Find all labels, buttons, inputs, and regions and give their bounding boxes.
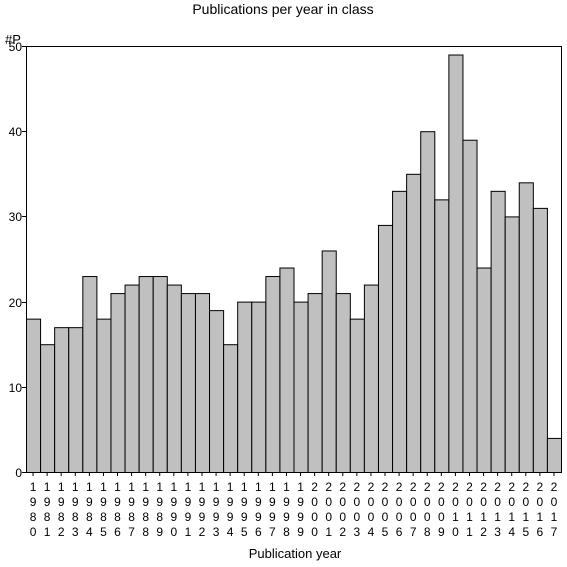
bar-2015: [518, 182, 534, 473]
bar-1989: [152, 276, 168, 474]
bar-2000: [307, 293, 323, 473]
bar-1993: [209, 310, 225, 473]
bar-2007: [406, 173, 422, 474]
bar-1994: [223, 344, 239, 474]
bar-2001: [321, 250, 337, 473]
bar-1997: [265, 276, 281, 474]
bar-2013: [490, 190, 506, 473]
bar-1990: [166, 284, 182, 473]
bar-1980: [26, 318, 42, 474]
bar-2017: [546, 437, 562, 474]
bar-2012: [476, 267, 492, 473]
y-axis: 0 10 20 30 40 50: [9, 40, 26, 480]
bar-2011: [462, 139, 478, 473]
bar-1984: [82, 276, 98, 474]
bar-1986: [110, 293, 126, 473]
bar-2005: [377, 224, 394, 473]
bar-2009: [434, 199, 450, 474]
bars: [26, 54, 562, 474]
bar-1998: [279, 267, 295, 473]
bar-2010: [448, 54, 464, 474]
y-tick-label: 10: [9, 381, 23, 395]
bar-2002: [335, 293, 351, 473]
y-axis-label: #P: [5, 32, 21, 47]
bar-1987: [124, 284, 140, 473]
bar-1996: [251, 301, 267, 473]
y-tick-label: 20: [9, 296, 23, 310]
bar-1992: [194, 293, 211, 473]
y-tick-label: 30: [9, 210, 23, 224]
bar-1988: [138, 276, 154, 474]
bar-1985: [96, 318, 112, 474]
bar-2016: [532, 207, 548, 473]
bar-1999: [293, 301, 309, 473]
bar-2006: [392, 190, 408, 473]
bar-2014: [504, 216, 520, 473]
bar-1982: [54, 327, 70, 473]
bar-1981: [40, 344, 56, 474]
bar-1991: [180, 293, 196, 473]
y-tick-label: 0: [15, 466, 22, 480]
chart-title: Publications per year in class: [192, 1, 373, 17]
bar-1983: [68, 327, 84, 473]
x-axis: 1 9 8 0 1 9 8 1 1 9 8 2 1 9 8 3 1 9 8 4 1 9 8 5 1 9 8 6 1 9 8 7 1 9 8 8 1 9 8 9…: [30, 472, 558, 539]
x-axis-label: Publication year: [249, 546, 342, 561]
plot-frame: [26, 46, 562, 473]
bar-2004: [363, 284, 379, 473]
y-tick-label: 50: [9, 40, 23, 54]
bar-1995: [237, 301, 253, 473]
bar-2003: [349, 318, 365, 474]
bar-2008: [420, 131, 436, 473]
y-tick-label: 40: [9, 125, 23, 139]
